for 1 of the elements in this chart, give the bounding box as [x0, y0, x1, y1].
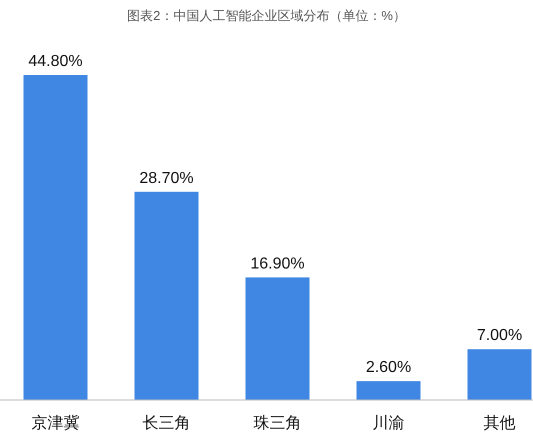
title: 图表2：中国人工智能企业区域分布（单位：%） — [127, 8, 406, 23]
